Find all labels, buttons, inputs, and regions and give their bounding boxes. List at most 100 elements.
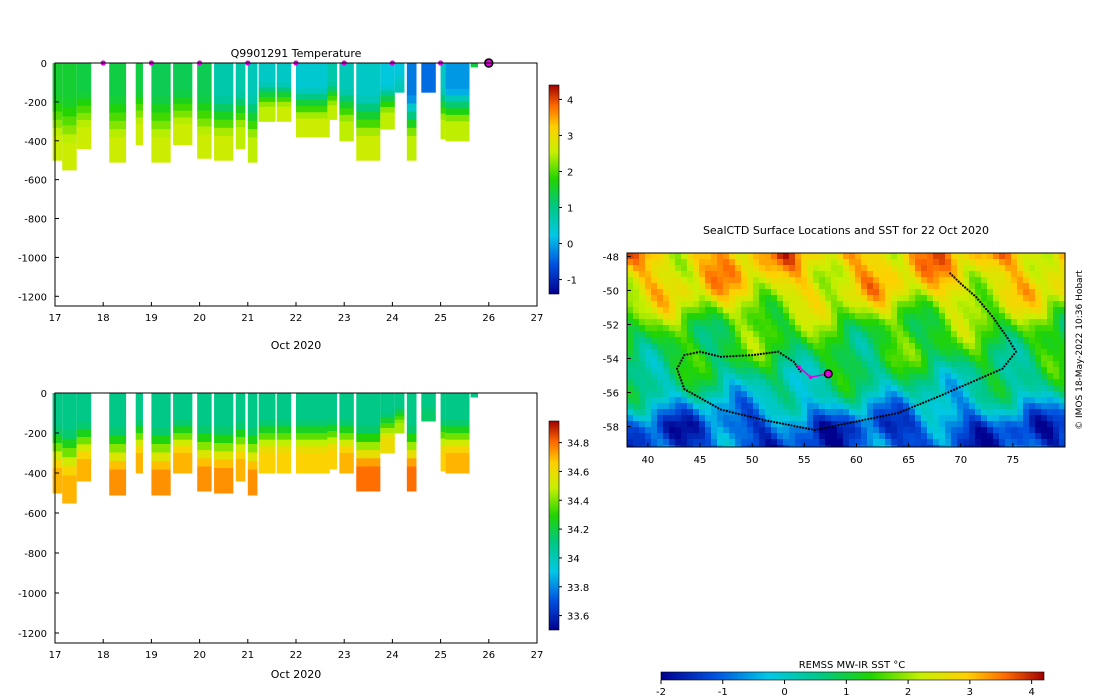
sst-cell [729,427,735,433]
track-point [782,354,785,357]
sst-cell [957,445,963,447]
track-point [843,422,846,426]
sst-cell [987,439,993,445]
sst-cell [981,265,987,271]
sst-cell [645,397,651,403]
sst-cell [1041,409,1047,415]
salinity-profile-cell [52,409,63,419]
track-point [941,393,944,396]
sst-cell [867,403,873,409]
sst-cell [663,433,669,439]
sst-cell [783,361,789,367]
temperature-profile-cell [247,137,258,147]
sst-cell [873,421,879,427]
temperature-profile [214,63,234,161]
sst-cell [711,319,717,325]
sst-cell [951,325,957,331]
track-point [924,400,928,403]
sst-cell [927,283,933,289]
sst-cell [663,415,669,421]
temperature-profile-cell [380,85,395,92]
sst-cell [783,427,789,433]
sst-cell [717,385,723,391]
sst-cell [1005,307,1011,313]
sst-cell [723,277,729,283]
sst-cell [1011,337,1017,343]
sst-cell [861,259,867,265]
sst-cell [897,373,903,379]
sst-cell [909,373,915,379]
salinity-profile-cell [109,401,127,411]
track-point [1006,336,1009,340]
temperature-profile [421,63,436,93]
temperature-profile-cell [406,135,417,145]
sst-cell [711,409,717,415]
salinity-profile-cell [327,443,337,451]
y-tick-label: -200 [24,429,47,440]
sst-cell [813,439,819,445]
sst-cell [639,283,645,289]
track-point [773,420,776,424]
temperature-profile-cell [406,87,417,96]
sst-cell [897,403,903,409]
sst-cell [1023,295,1029,301]
sst-cell [861,355,867,361]
sst-cell [669,439,675,445]
salinity-profile-cell [109,478,127,487]
sst-cell [741,313,747,319]
sst-cell [867,277,873,283]
sst-cell [759,325,765,331]
temperature-profile-cell [394,72,405,76]
sst-cell [837,427,843,433]
sst-cell [993,301,999,307]
sst-cell [765,433,771,439]
salinity-profile-cell [380,418,395,424]
sst-cell [765,259,771,265]
sst-cell [741,385,747,391]
sst-cell [981,355,987,361]
temperature-profile-cell [52,152,63,161]
sst-cell [783,385,789,391]
temperature-profile-cell [356,119,381,129]
sst-cell [723,403,729,409]
sst-cell [723,271,729,277]
sst-cell [783,373,789,379]
sst-cell [903,421,909,427]
track-point [968,290,971,293]
sst-cell [633,265,639,271]
sst-cell [1041,289,1047,295]
sst-cell [1005,271,1011,277]
salinity-profile [445,393,470,474]
salinity-profile-cell [258,439,276,447]
sst-cell [699,319,705,325]
sst-cell [675,283,681,289]
sst-cell [807,343,813,349]
sst-cell [873,253,879,259]
temperature-profile-cell [327,114,337,120]
sst-cell [735,427,741,433]
sst-cell [1053,427,1059,433]
sst-cell [783,283,789,289]
salinity-profile-cell [296,459,330,467]
sst-cell [687,391,693,397]
sst-cell [999,313,1005,319]
sst-cell [1035,313,1041,319]
sst-cell [735,385,741,391]
sst-cell [633,283,639,289]
sst-cell [969,391,975,397]
sst-cell [981,331,987,337]
temperature-profile-cell [173,90,193,98]
sst-cell [849,409,855,415]
sst-cell [915,331,921,337]
temperature-profile-cell [197,78,212,88]
temperature-profile-cell [173,124,193,132]
sst-cell [681,421,687,427]
sst-cell [891,379,897,385]
salinity-profile-cell [173,393,193,401]
sst-cell [825,439,831,445]
sst-cell [891,295,897,301]
sst-cell [825,253,831,259]
salinity-profile-cell [445,439,470,447]
sst-cell [975,283,981,289]
sst-cell [753,427,759,433]
